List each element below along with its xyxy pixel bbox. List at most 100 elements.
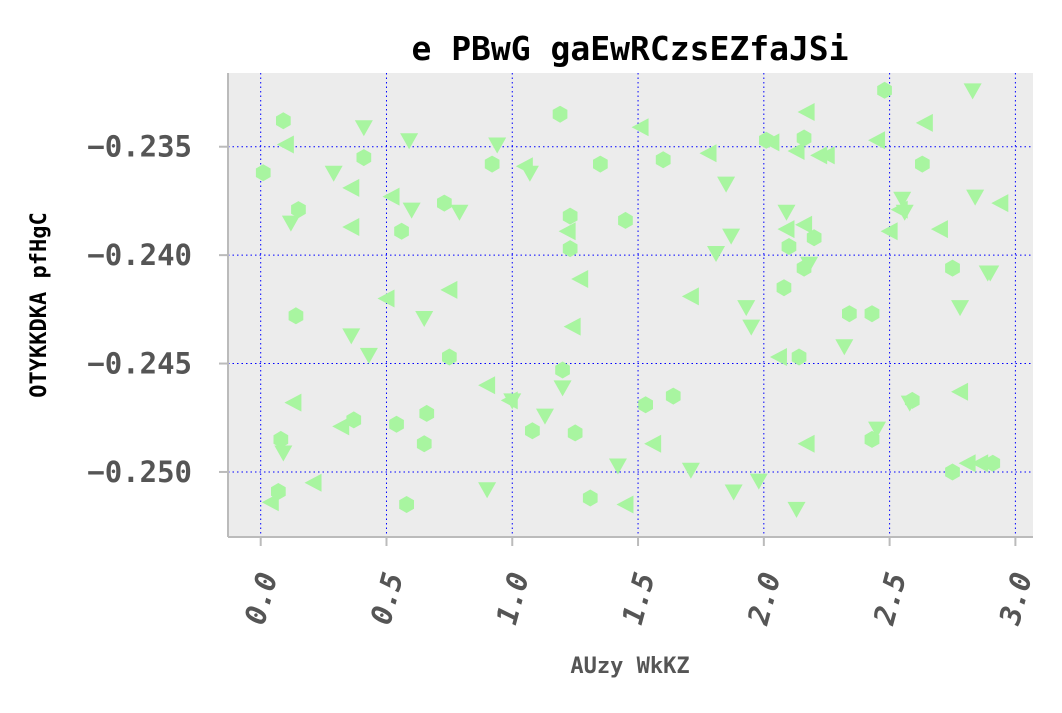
x-tick-label: 1.0 xyxy=(489,569,535,628)
scatter-point-triangle-left xyxy=(777,220,795,239)
scatter-point-hexagon xyxy=(389,415,404,433)
scatter-point-hexagon xyxy=(985,454,1001,472)
scatter-point-triangle-left xyxy=(500,391,518,410)
scatter-point-triangle-down xyxy=(724,484,743,501)
scatter-point-hexagon xyxy=(655,151,671,169)
scatter-point-hexagon xyxy=(484,155,500,173)
scatter-point-triangle-left xyxy=(631,118,649,137)
scatter-point-hexagon xyxy=(394,222,409,240)
scatter-point-triangle-down xyxy=(951,300,970,317)
scatter-point-triangle-down xyxy=(963,83,982,100)
scatter-point-hexagon xyxy=(416,435,432,453)
scatter-point-hexagon xyxy=(442,348,457,366)
scatter-point-hexagon xyxy=(419,404,435,422)
scatter-point-hexagon xyxy=(806,229,822,247)
scatter-point-triangle-left xyxy=(795,215,813,234)
scatter-point-triangle-left xyxy=(797,103,815,122)
scatter-point-hexagon xyxy=(781,238,797,255)
scatter-point-hexagon xyxy=(791,348,807,366)
scatter-point-triangle-down xyxy=(900,395,919,412)
scatter-point-hexagon xyxy=(562,240,578,258)
scatter-point-triangle-down xyxy=(402,202,421,219)
scatter-point-triangle-down xyxy=(553,380,572,397)
scatter-point-hexagon xyxy=(399,496,414,513)
scatter-point-hexagon xyxy=(276,112,291,130)
scatter-point-triangle-left xyxy=(699,144,717,163)
scatter-point-triangle-down xyxy=(787,501,806,518)
x-tick-label: 2.5 xyxy=(866,569,913,629)
scatter-point-hexagon xyxy=(638,396,653,414)
scatter-point-hexagon xyxy=(288,307,304,325)
x-tick-label: 3.0 xyxy=(992,569,1039,629)
scatter-point-hexagon xyxy=(273,430,289,448)
scatter-point-triangle-left xyxy=(991,194,1009,213)
scatter-point-triangle-left xyxy=(276,135,294,154)
grid-lines xyxy=(228,73,1033,537)
scatter-point-triangle-left xyxy=(971,454,989,473)
scatter-point-triangle-down xyxy=(488,137,507,154)
scatter-point-hexagon xyxy=(567,424,583,442)
scatter-point-hexagon xyxy=(582,489,598,507)
scatter-point-hexagon xyxy=(346,411,362,429)
scatter-point-triangle-left xyxy=(958,454,976,473)
scatter-point-triangle-down xyxy=(608,458,627,475)
scatter-point-triangle-left xyxy=(440,280,458,299)
scatter-point-triangle-left xyxy=(261,493,279,512)
y-tick-label: −0.235 xyxy=(87,130,192,164)
scatter-point-triangle-left xyxy=(342,217,360,236)
scatter-point-triangle-left xyxy=(382,187,400,206)
scatter-point-hexagon xyxy=(618,211,633,229)
scatter-point-triangle-left xyxy=(571,269,589,288)
scatter-point-triangle-down xyxy=(737,300,756,317)
scatter-point-hexagon xyxy=(945,463,960,481)
scatter-point-triangle-down xyxy=(354,120,373,137)
scatter-point-triangle-left xyxy=(681,287,699,306)
scatter-point-triangle-down xyxy=(893,191,912,208)
scatter-point-triangle-down xyxy=(342,328,361,345)
scatter-point-triangle-left xyxy=(769,348,787,367)
scatter-point-triangle-down xyxy=(450,204,469,221)
scatter-point-hexagon xyxy=(864,305,880,323)
scatter-point-triangle-down xyxy=(777,204,796,221)
scatter-point-triangle-down xyxy=(966,189,985,206)
scatter-point-triangle-down xyxy=(281,215,300,232)
scatter-point-triangle-down xyxy=(800,256,819,273)
scatter-point-triangle-left xyxy=(478,376,496,395)
scatter-point-triangle-down xyxy=(835,339,854,356)
scatter-point-hexagon xyxy=(945,259,960,277)
scatter-point-triangle-down xyxy=(478,482,497,499)
chart-title: e PBwG gaEwRCzsEZfaJSi xyxy=(411,29,848,68)
scatter-point-triangle-left xyxy=(930,220,948,239)
scatter-point-hexagon xyxy=(877,81,892,99)
scatter-point-hexagon xyxy=(255,164,271,182)
scatter-point-triangle-down xyxy=(749,473,768,490)
scatter-point-hexagon xyxy=(665,387,681,405)
y-tick-label: −0.240 xyxy=(87,238,192,272)
scatter-point-triangle-left xyxy=(332,417,350,436)
scatter-point-hexagon xyxy=(915,155,930,173)
scatter-point-triangle-down xyxy=(535,408,554,425)
scatter-point-triangle-left xyxy=(890,200,908,219)
scatter-point-triangle-down xyxy=(400,133,419,150)
scatter-point-triangle-left xyxy=(762,133,780,152)
scatter-point-hexagon xyxy=(555,361,570,379)
scatter-point-triangle-left xyxy=(644,434,662,453)
scatter-points xyxy=(255,81,1009,518)
scatter-point-triangle-left xyxy=(284,393,302,412)
scatter-point-triangle-left xyxy=(377,289,395,308)
x-tick-label: 2.0 xyxy=(741,569,788,629)
scatter-point-triangle-left xyxy=(342,178,360,197)
scatter-point-triangle-left xyxy=(616,495,634,514)
scatter-point-triangle-down xyxy=(868,421,887,438)
scatter-point-triangle-down xyxy=(324,165,343,182)
scatter-point-hexagon xyxy=(525,422,540,440)
scatter-point-triangle-left xyxy=(880,222,898,241)
scatter-point-triangle-left xyxy=(515,157,533,176)
scatter-point-triangle-down xyxy=(274,445,293,462)
plot-background xyxy=(228,73,1033,537)
y-tick-label: −0.250 xyxy=(87,455,192,489)
scatter-point-triangle-left xyxy=(951,382,969,401)
scatter-point-triangle-left xyxy=(787,142,805,161)
